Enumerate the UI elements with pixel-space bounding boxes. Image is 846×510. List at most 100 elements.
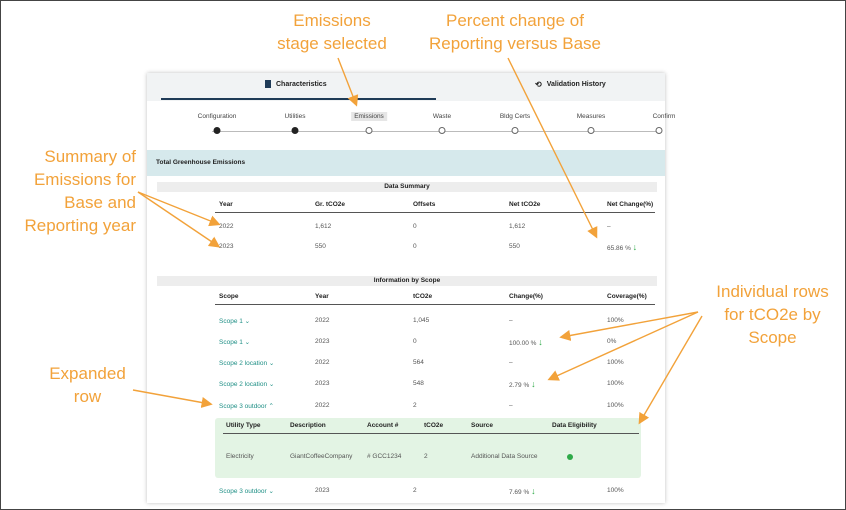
detail-col-tco2e: tCO2e (424, 422, 444, 429)
col-change: Change(%) (509, 293, 543, 300)
scope-year: 2022 (315, 402, 330, 409)
step-dot-utilities[interactable] (291, 127, 299, 134)
arrow-down-icon: ↓ (538, 337, 543, 347)
summary-net: 550 (509, 243, 520, 250)
scope-info-title: Information by Scope (157, 276, 657, 286)
detail-col-source: Source (471, 422, 494, 429)
active-tab-indicator (161, 98, 436, 100)
scope-change: 100.00 % ↓ (509, 337, 543, 347)
scope-row-toggle[interactable]: Scope 2 location ⌄ (219, 381, 275, 388)
step-confirm[interactable]: Confirm (652, 113, 676, 120)
detail-description: GiantCoffeeCompany (290, 453, 353, 460)
chevron-down-icon: ⌄ (268, 381, 275, 388)
arrow-down-icon: ↓ (531, 379, 536, 389)
scope-header-rule (215, 304, 655, 305)
col-coverage: Coverage(%) (607, 293, 647, 300)
scope-tco2e: 564 (413, 359, 424, 366)
arrow-data-eligibility (638, 315, 703, 425)
stepper-line (212, 131, 662, 132)
scope-tco2e: 2 (413, 487, 417, 494)
scope-change: – (509, 317, 513, 324)
step-dot-measures[interactable] (587, 127, 595, 134)
building-icon (265, 80, 271, 88)
detail-col-account: Account # (367, 422, 399, 429)
scope-row-toggle[interactable]: Scope 3 outdoor ⌄ (219, 488, 274, 495)
scope-year: 2023 (315, 487, 330, 494)
arrow-percent-change (507, 57, 598, 239)
scope-coverage: 100% (607, 487, 624, 494)
summary-offsets: 0 (413, 243, 417, 250)
tab-bar: Characteristics ⟲ Validation History (147, 73, 665, 101)
detail-col-description: Description (290, 422, 326, 429)
chevron-down-icon: ⌄ (244, 339, 251, 346)
history-icon: ⟲ (535, 80, 542, 89)
callout-percent-change: Percent change of Reporting versus Base (429, 11, 601, 53)
step-dot-waste[interactable] (438, 127, 446, 134)
data-summary-title: Data Summary (157, 182, 657, 192)
scope-tco2e: 2 (413, 402, 417, 409)
callout-emissions-stage: Emissions stage selected (277, 11, 387, 53)
arrow-scope2-2023 (547, 311, 699, 381)
chevron-down-icon: ⌄ (244, 318, 251, 325)
detail-source: Additional Data Source (471, 453, 538, 460)
scope-year: 2023 (315, 380, 330, 387)
scope-coverage: 0% (607, 338, 617, 345)
col-offsets: Offsets (413, 201, 436, 208)
tab-characteristics[interactable]: Characteristics (265, 80, 327, 88)
col-net: Net tCO2e (509, 201, 541, 208)
step-emissions[interactable]: Emissions (351, 112, 387, 121)
chevron-up-icon: ⌃ (268, 403, 274, 410)
scope-year: 2022 (315, 317, 330, 324)
scope-row-toggle[interactable]: Scope 1 ⌄ (219, 339, 251, 346)
arrow-expanded-row (132, 389, 213, 409)
detail-col-utility-type: Utility Type (226, 422, 261, 429)
step-measures[interactable]: Measures (576, 113, 606, 120)
callout-summary: Summary of Emissions for Base and Reportin… (24, 147, 136, 235)
chevron-down-icon: ⌄ (268, 488, 274, 495)
step-utilities[interactable]: Utilities (284, 113, 306, 120)
col-scope-year: Year (315, 293, 329, 300)
chevron-down-icon: ⌄ (268, 360, 275, 367)
scope-change: – (509, 402, 513, 409)
summary-net-change: 65.86 % ↓ (607, 242, 638, 252)
summary-offsets: 0 (413, 223, 417, 230)
step-dot-confirm[interactable] (655, 127, 663, 134)
arrow-emissions-stage (337, 57, 359, 107)
step-waste[interactable]: Waste (432, 113, 452, 120)
scope-coverage: 100% (607, 359, 624, 366)
detail-tco2e: 2 (424, 453, 428, 460)
detail-utility-type: Electricity (226, 453, 254, 460)
expanded-detail-panel: Utility Type Description Account # tCO2e… (215, 418, 641, 478)
arrow-down-icon: ↓ (531, 486, 536, 496)
stage-stepper: Configuration Utilities Emissions Waste … (147, 107, 675, 137)
scope-year: 2022 (315, 359, 330, 366)
scope-tco2e: 1,045 (413, 317, 430, 324)
tab-validation-history[interactable]: ⟲ Validation History (535, 80, 606, 89)
summary-gross: 1,612 (315, 223, 332, 230)
col-year: Year (219, 201, 233, 208)
scope-coverage: 100% (607, 317, 624, 324)
scope-row-toggle[interactable]: Scope 2 location ⌄ (219, 360, 275, 367)
summary-year: 2023 (219, 243, 234, 250)
summary-net-change: – (607, 223, 611, 230)
scope-year: 2023 (315, 338, 330, 345)
scope-tco2e: 0 (413, 338, 417, 345)
step-configuration[interactable]: Configuration (197, 113, 237, 120)
scope-row-toggle-expanded[interactable]: Scope 3 outdoor ⌃ (219, 403, 274, 410)
summary-year: 2022 (219, 223, 234, 230)
detail-account: # GCC1234 (367, 453, 402, 460)
scope-change: 2.79 % ↓ (509, 379, 536, 389)
arrow-summary-2022 (137, 191, 221, 227)
detail-col-data-eligibility: Data Eligibility (552, 422, 597, 429)
step-dot-configuration[interactable] (213, 127, 221, 134)
step-bldg-certs[interactable]: Bldg Certs (499, 113, 531, 120)
scope-coverage: 100% (607, 380, 624, 387)
scope-row-toggle[interactable]: Scope 1 ⌄ (219, 318, 251, 325)
col-tco2e: tCO2e (413, 293, 433, 300)
arrow-summary-2023 (137, 191, 221, 248)
step-dot-bldg-certs[interactable] (511, 127, 519, 134)
eligibility-check-icon (567, 454, 573, 460)
step-dot-emissions[interactable] (365, 127, 373, 134)
col-net-change: Net Change(%) (607, 201, 654, 208)
